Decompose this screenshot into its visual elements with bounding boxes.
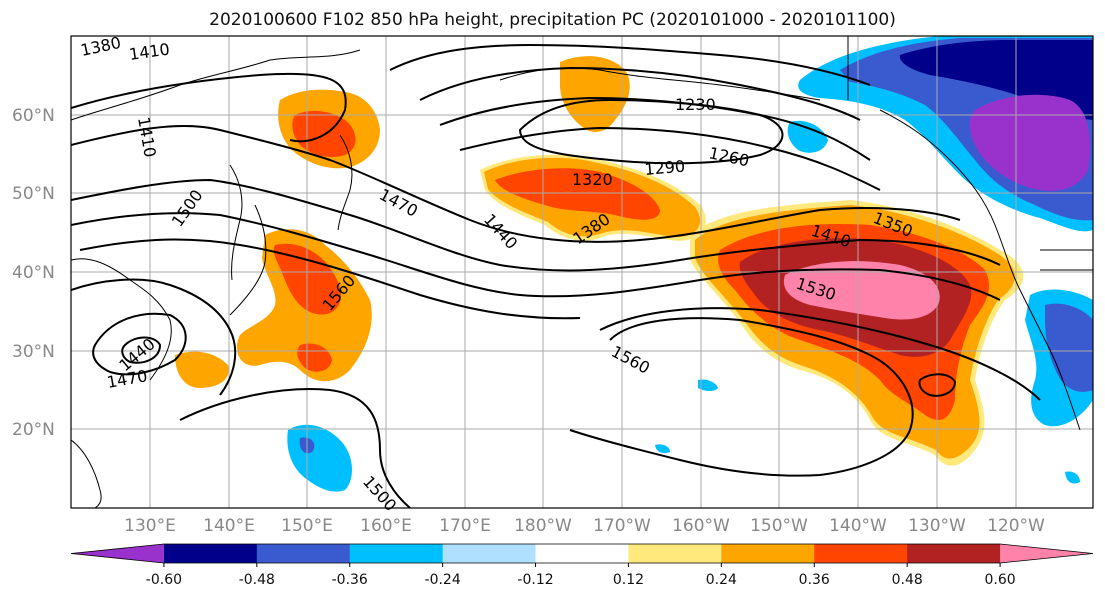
lat-label-20n: 20°N [12,420,55,440]
colorbar-tick-label: 0.36 [799,572,830,588]
lat-label-40n: 40°N [12,263,55,283]
lat-label-30n: 30°N [12,342,55,362]
colorbar-tick-label: 0.24 [706,572,737,588]
longitude-labels: 130°E 140°E 150°E 160°E 170°E 180°W 170°… [124,516,1045,536]
colorbar: -0.60 -0.48 -0.36 -0.24 -0.12 0.12 0.24 0.36 0.4… [70,543,1094,588]
colorbar-segment [71,544,164,563]
lon-label: 130°W [908,516,966,536]
lon-label: 140°E [203,516,255,536]
height-contours [71,43,1041,508]
colorbar-tick-label: 0.12 [613,572,644,588]
colorbar-segment [907,544,1001,563]
colorbar-tick-label: -0.48 [239,572,275,588]
lat-label-50n: 50°N [12,184,55,204]
colorbar-segment [721,544,815,563]
colorbar-segment [535,544,629,563]
map-frame [70,35,1094,509]
lon-label: 160°E [360,516,412,536]
lon-label: 170°E [439,516,491,536]
precip-blob-bering [560,56,630,132]
colorbar-segment [814,544,908,563]
colorbar-tick-label: -0.24 [425,572,461,588]
lon-label: 170°W [593,516,651,536]
colorbar-tick-label: -0.12 [517,572,553,588]
lon-label: 150°E [281,516,333,536]
colorbar-tick-label: -0.36 [332,572,368,588]
colorbar-segment [163,544,258,563]
contour-label: 1230 [675,95,716,114]
colorbar-segment [256,544,351,563]
colorbar-tick-label: 0.48 [892,572,923,588]
lon-label: 130°E [124,516,176,536]
lat-label-60n: 60°N [12,106,55,126]
map-title: 2020100600 F102 850 hPa height, precipit… [209,10,896,30]
lon-label: 140°W [829,516,887,536]
lon-label: 150°W [750,516,808,536]
contour-label: 1290 [644,157,686,179]
colorbar-segment [1000,544,1093,563]
colorbar-segment [628,544,722,563]
lon-label: 180°W [514,516,572,536]
lon-label: 120°W [987,516,1045,536]
colorbar-tick-label: -0.60 [146,572,182,588]
precipitation-shading [175,36,1093,492]
colorbar-segment [442,544,537,563]
latitude-labels: 60°N 50°N 40°N 30°N 20°N [12,106,55,440]
colorbar-tick-label: 0.60 [985,572,1016,588]
colorbar-segment [349,544,444,563]
lon-label: 160°W [672,516,730,536]
contour-label: 1320 [572,170,613,189]
